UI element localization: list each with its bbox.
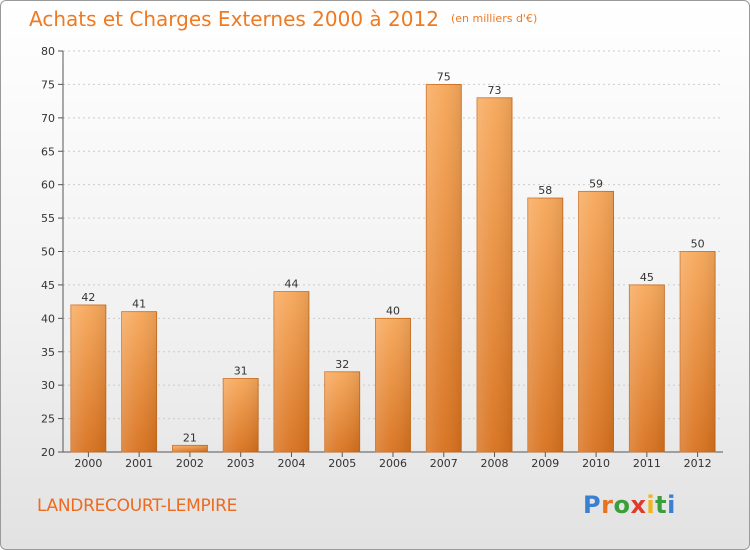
bar-shine (578, 191, 614, 452)
x-tick-label: 2003 (227, 457, 255, 470)
logo-letter: t (655, 491, 668, 519)
title-text: Achats et Charges Externes 2000 à 2012 (29, 7, 439, 31)
value-label: 58 (538, 184, 552, 197)
bar-shine (121, 311, 157, 452)
bar-shine (324, 371, 360, 452)
y-tick-label: 75 (41, 78, 55, 91)
value-label: 41 (132, 298, 146, 311)
bar-shine (172, 445, 208, 452)
x-tick-label: 2010 (582, 457, 610, 470)
logo-letter: P (583, 491, 602, 519)
value-label: 45 (640, 271, 654, 284)
bar-shine (629, 284, 665, 452)
x-tick-label: 2011 (633, 457, 661, 470)
y-tick-label: 50 (41, 246, 55, 259)
y-tick-label: 60 (41, 179, 55, 192)
x-tick-label: 2000 (74, 457, 102, 470)
bar-shine (527, 198, 563, 452)
logo-letter: x (630, 491, 647, 519)
value-label: 40 (386, 304, 400, 317)
y-tick-label: 65 (41, 145, 55, 158)
x-tick-label: 2006 (379, 457, 407, 470)
y-tick-label: 45 (41, 279, 55, 292)
value-label: 73 (488, 84, 502, 97)
chart-title: Achats et Charges Externes 2000 à 2012 (e… (29, 7, 537, 31)
bars (70, 84, 716, 453)
bar-shine (223, 378, 259, 452)
commune-name: LANDRECOURT-LEMPIRE (37, 496, 238, 516)
x-tick-label: 2008 (481, 457, 509, 470)
bar-shine (426, 84, 462, 453)
logo-letter: i (667, 491, 676, 519)
y-tick-label: 35 (41, 346, 55, 359)
x-tick-label: 2012 (684, 457, 712, 470)
x-tick-label: 2002 (176, 457, 204, 470)
bar-shine (273, 291, 309, 452)
value-label: 32 (335, 358, 349, 371)
proxiti-logo[interactable]: Proxiti (583, 491, 676, 519)
value-label: 21 (183, 431, 197, 444)
value-label: 59 (589, 177, 603, 190)
y-tick-label: 20 (41, 446, 55, 459)
x-tick-label: 2001 (125, 457, 153, 470)
value-label: 50 (691, 238, 705, 251)
bar-shine (680, 251, 716, 452)
value-label: 44 (284, 278, 298, 291)
y-tick-label: 70 (41, 112, 55, 125)
x-tick-label: 2005 (328, 457, 356, 470)
y-tick-label: 80 (41, 45, 55, 58)
logo-letter: o (613, 491, 631, 519)
title-unit: (en milliers d'€) (450, 12, 538, 25)
x-tick-label: 2007 (430, 457, 458, 470)
value-label: 31 (234, 364, 248, 377)
logo-letter: i (646, 491, 656, 519)
y-tick-label: 30 (41, 379, 55, 392)
value-label: 42 (81, 291, 95, 304)
x-tick-label: 2004 (277, 457, 305, 470)
y-tick-label: 40 (41, 312, 55, 325)
bar-shine (375, 318, 411, 452)
y-tick-label: 55 (41, 212, 55, 225)
y-tick-label: 25 (41, 413, 55, 426)
value-label: 75 (437, 70, 451, 83)
x-tick-label: 2009 (531, 457, 559, 470)
logo-letter: r (601, 491, 614, 519)
labels: 42 2000 41 2001 21 2002 31 2003 44 2004 32 2005 40 20… (74, 70, 711, 470)
bar-shine (477, 97, 513, 453)
bar-shine (70, 304, 106, 452)
